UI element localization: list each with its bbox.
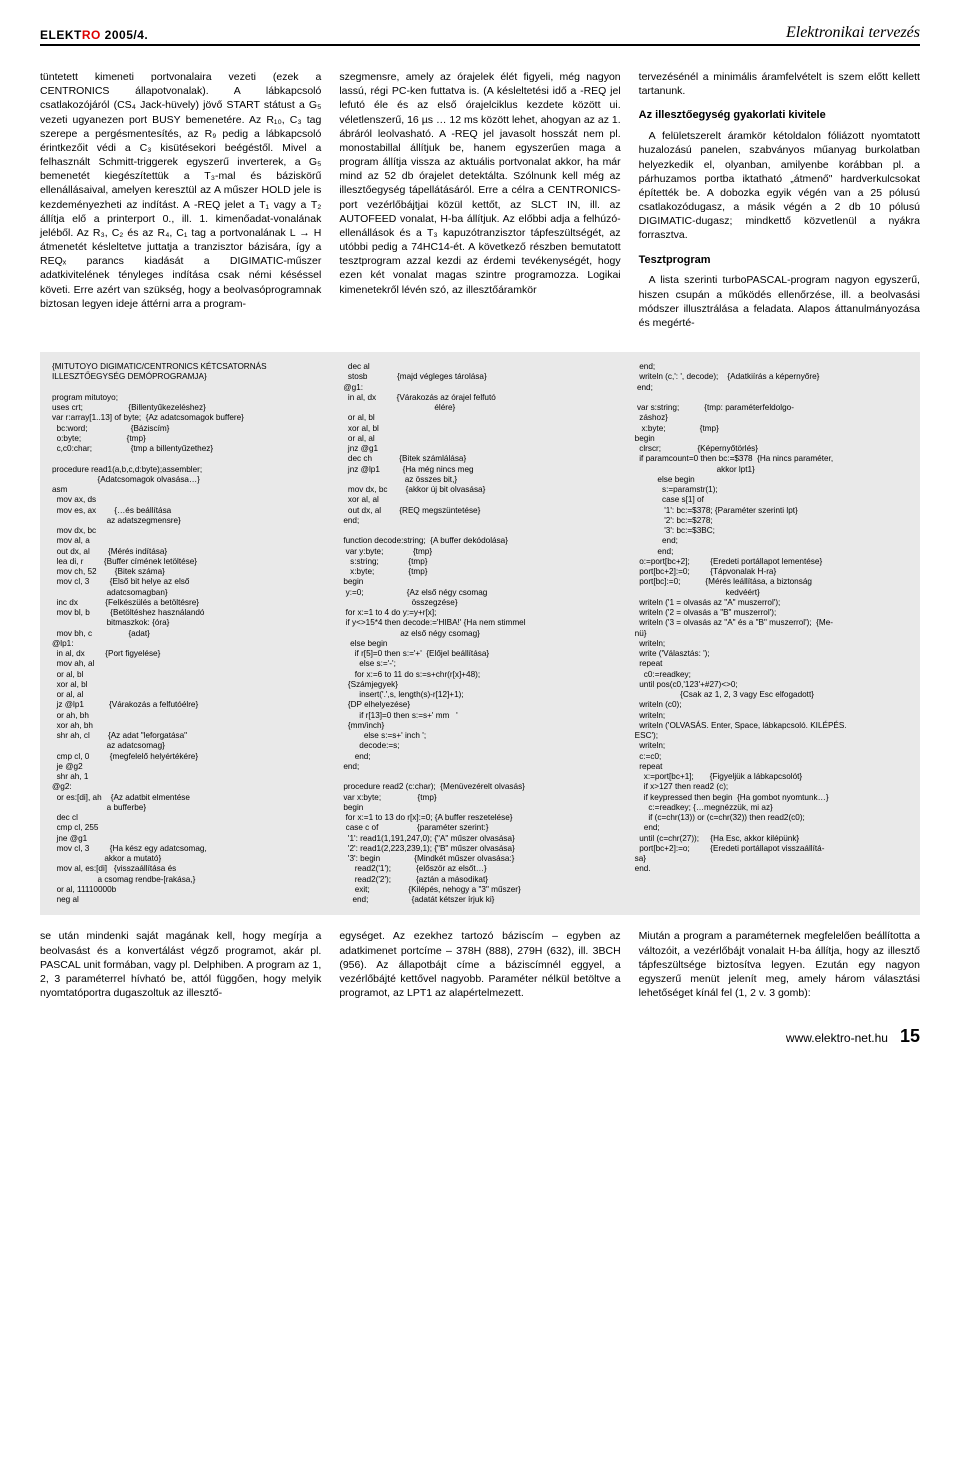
col3-p2: A felületszerelt áramkör kétoldalon fóli… bbox=[639, 129, 920, 242]
col3b-text: Miután a program a paraméternek megfelel… bbox=[639, 929, 920, 1000]
article-columns-bottom: se után mindenki saját magának kell, hog… bbox=[40, 929, 920, 1008]
col3-bottom: Miután a program a paraméternek megfelel… bbox=[639, 929, 920, 1008]
col2-top: szegmensre, amely az órajelek élét figye… bbox=[339, 70, 620, 338]
col1-bottom: se után mindenki saját magának kell, hog… bbox=[40, 929, 321, 1008]
col3-p3: A lista szerinti turboPASCAL-program nag… bbox=[639, 273, 920, 330]
col2-text: szegmensre, amely az órajelek élét figye… bbox=[339, 70, 620, 297]
col1-text: tüntetett kimeneti portvonalaira vezeti … bbox=[40, 70, 321, 311]
col3-h1: Az illesztőegység gyakorlati kivitele bbox=[639, 108, 920, 123]
magazine-logo: ELEKTRO 2005/4. bbox=[40, 28, 148, 42]
col2b-text: egységet. Az ezekhez tartozó báziscím – … bbox=[339, 929, 620, 1000]
code-col-2: dec al stosb {majd végleges tárolása} @g… bbox=[343, 362, 616, 905]
col1-top: tüntetett kimeneti portvonalaira vezeti … bbox=[40, 70, 321, 338]
code-col-3: end; writeln (c,': ', decode); {Adatkiír… bbox=[635, 362, 908, 905]
code-listing: {MITUTOYO DIGIMATIC/CENTRONICS KÉTCSATOR… bbox=[40, 352, 920, 915]
logo-red: RO bbox=[82, 28, 101, 42]
col3-p1: tervezésénél a minimális áramfelvételt i… bbox=[639, 70, 920, 98]
footer-url: www.elektro-net.hu bbox=[786, 1031, 888, 1045]
page-footer: www.elektro-net.hu 15 bbox=[40, 1026, 920, 1047]
col3-top: tervezésénél a minimális áramfelvételt i… bbox=[639, 70, 920, 338]
col1b-text: se után mindenki saját magának kell, hog… bbox=[40, 929, 321, 1000]
footer-page-number: 15 bbox=[900, 1026, 920, 1047]
col3-h2: Tesztprogram bbox=[639, 253, 920, 268]
code-col-1: {MITUTOYO DIGIMATIC/CENTRONICS KÉTCSATOR… bbox=[52, 362, 325, 905]
col2-bottom: egységet. Az ezekhez tartozó báziscím – … bbox=[339, 929, 620, 1008]
logo-issue: 2005/4. bbox=[101, 28, 148, 42]
page-header: ELEKTRO 2005/4. Elektronikai tervezés bbox=[40, 24, 920, 46]
logo-left: ELEKT bbox=[40, 28, 82, 42]
article-columns-top: tüntetett kimeneti portvonalaira vezeti … bbox=[40, 70, 920, 338]
section-title: Elektronikai tervezés bbox=[786, 24, 920, 42]
